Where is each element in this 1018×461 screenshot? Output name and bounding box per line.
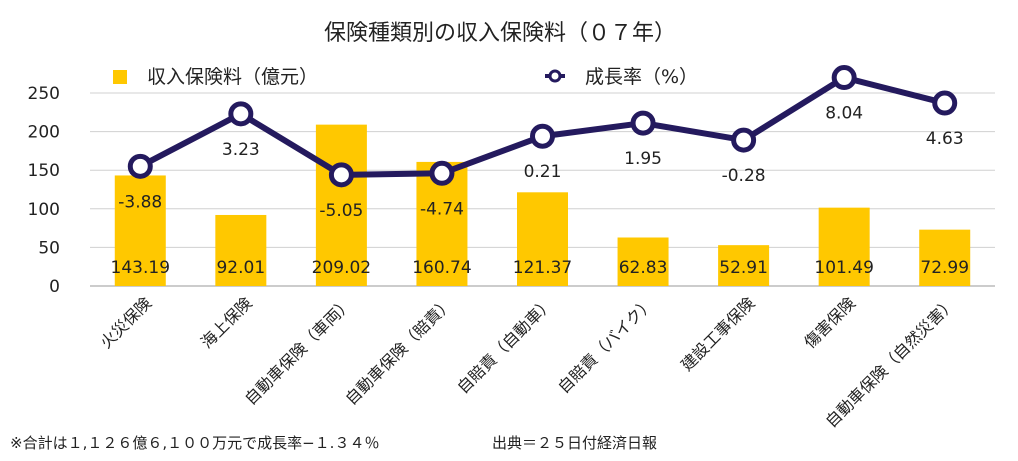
growth-value-label: 0.21 [524, 162, 562, 182]
growth-line [127, 65, 958, 188]
growth-value-label: -4.74 [420, 199, 464, 219]
bar-value-label: 62.83 [619, 258, 668, 278]
bar-value-label: 209.02 [312, 258, 371, 278]
x-tick-label: 自賠責（バイク） [554, 293, 658, 397]
bar [114, 175, 166, 286]
growth-point [530, 123, 555, 149]
growth-point [831, 65, 857, 91]
growth-value-label: -5.05 [319, 201, 363, 221]
chart-title: 保険種類別の収入保険料（０７年） [324, 21, 676, 46]
x-tick-label: 傷害保険 [800, 293, 859, 352]
growth-point [328, 162, 354, 188]
legend-bar-label: 収入保険料（億元） [147, 66, 318, 88]
growth-value-label: 4.63 [926, 129, 964, 149]
growth-point [429, 160, 455, 186]
x-tick-label: 自賠責（自動車） [453, 293, 557, 397]
y-tick-label: 250 [28, 84, 60, 104]
bar [517, 192, 568, 286]
bar-value-label: 101.49 [814, 258, 873, 278]
growth-point [127, 153, 153, 179]
bar [215, 214, 267, 286]
y-tick-label: 100 [28, 200, 60, 220]
x-tick-label: 火災保険 [96, 293, 155, 352]
legend-bar-swatch [113, 70, 127, 84]
bar-value-label: 143.19 [111, 258, 170, 278]
bar-value-label: 72.99 [920, 258, 969, 278]
bar [617, 237, 669, 286]
bars [114, 124, 971, 286]
y-tick-label: 0 [49, 277, 60, 297]
growth-value-label: -0.28 [722, 166, 766, 186]
growth-point [228, 101, 254, 127]
y-tick-label: 50 [38, 238, 60, 258]
legend-line-marker [548, 69, 562, 83]
bar-value-label: 121.37 [513, 258, 572, 278]
bar [919, 229, 971, 286]
x-tick-label: 自動車保険（賠責） [342, 293, 457, 408]
growth-value-label: -3.88 [118, 192, 162, 212]
growth-point [731, 127, 757, 153]
growth-value-labels: -3.88 3.23 -5.05 -4.74 0.21 1.95 -0.28 8.04 4.63 [118, 104, 963, 221]
bar [718, 245, 770, 286]
footnote: ※合計は１,１２６億６,１００万元で成長率−１.３４％ [10, 434, 380, 452]
y-axis-ticks: 0 50 100 150 200 250 [28, 84, 60, 297]
growth-point [630, 110, 656, 136]
x-tick-label: 建設工事保険 [677, 293, 758, 374]
bar-value-label: 92.01 [216, 258, 265, 278]
growth-point [932, 90, 958, 116]
legend-line-label: 成長率（%） [585, 66, 698, 88]
bar [315, 124, 367, 286]
bar [818, 207, 870, 286]
legend: 収入保険料（億元） 成長率（%） [113, 66, 698, 88]
source-note: 出典＝２５日付経済日報 [492, 434, 658, 452]
y-tick-label: 150 [28, 161, 60, 181]
bar-value-label: 52.91 [719, 258, 768, 278]
bar-value-label: 160.74 [412, 258, 471, 278]
growth-value-label: 3.23 [222, 140, 260, 160]
y-tick-label: 200 [28, 123, 60, 143]
x-axis-ticks: 火災保険 海上保険自動車保険（車両）自動車保険（賠責）自賠責（自動車）自賠責（バイ… [96, 293, 959, 431]
bar-value-labels: 143.19 92.01 209.02 160.74 121.37 62.83 52.91 1… [111, 258, 970, 278]
growth-value-label: 1.95 [624, 149, 662, 169]
x-tick-label: 海上保険 [197, 293, 256, 352]
growth-value-label: 8.04 [825, 104, 863, 124]
x-tick-label: 自動車保険（車両） [241, 293, 356, 408]
